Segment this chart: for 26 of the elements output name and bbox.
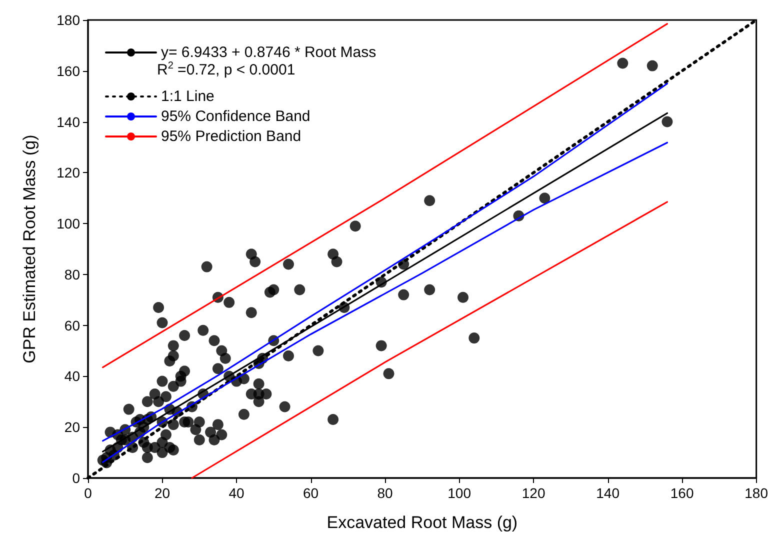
x-tick-label: 0 (84, 485, 92, 501)
y-tick-label: 160 (56, 62, 80, 79)
y-axis-title: GPR Estimated Root Mass (g) (20, 134, 39, 364)
y-tick-label: 140 (56, 114, 80, 130)
y-tick-label: 0 (72, 470, 80, 486)
y-tick-label: 120 (56, 164, 80, 181)
x-axis-title: Excavated Root Mass (g) (326, 513, 518, 532)
y-tick-label: 20 (64, 419, 80, 436)
x-tick-label: 60 (302, 485, 319, 501)
y-tick-label: 180 (56, 12, 80, 28)
x-tick-label: 100 (448, 485, 472, 501)
legend-label: 1:1 Line (161, 88, 214, 105)
x-tick-label: 120 (522, 485, 546, 501)
x-tick-label: 80 (377, 485, 394, 501)
y-tick-label: 60 (64, 317, 80, 334)
x-tick-label: 160 (670, 485, 694, 501)
legend-label: y= 6.9433 + 0.8746 * Root Mass (161, 44, 376, 61)
y-tick-label: 100 (56, 216, 80, 232)
x-tick-label: 180 (744, 485, 768, 501)
x-tick-label: 40 (228, 485, 245, 501)
legend-label: 95% Prediction Band (161, 128, 302, 145)
x-tick-label: 140 (596, 485, 620, 501)
y-tick-label: 40 (64, 368, 80, 384)
legend-label: 95% Confidence Band (161, 108, 310, 125)
x-tick-label: 20 (154, 485, 170, 501)
y-tick-label: 80 (64, 266, 80, 282)
